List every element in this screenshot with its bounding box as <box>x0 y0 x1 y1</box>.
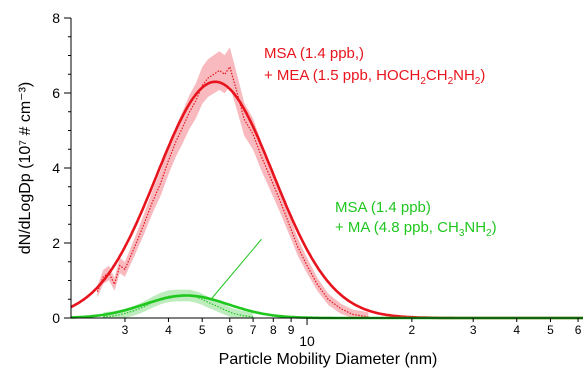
x-tick-label: 5 <box>547 323 554 337</box>
x-tick-label: 5 <box>199 323 206 337</box>
x-tick-label: 9 <box>288 323 295 337</box>
x-tick-label: 6 <box>575 323 582 337</box>
annotation-mea-line1: MSA (1.4 ppb,) <box>264 45 364 62</box>
fit-curve-mea <box>70 80 583 320</box>
annotation-subscript: 2 <box>486 228 492 239</box>
x-tick-label: 10 <box>299 333 315 349</box>
measured-lines <box>96 65 369 318</box>
x-tick-label: 6 <box>226 323 233 337</box>
y-tick-label: 6 <box>52 85 60 101</box>
fit-curves <box>70 80 583 320</box>
annotation-pointer-ma <box>210 238 262 300</box>
annotation-text: NH <box>464 219 486 236</box>
measured-line-mea <box>96 65 369 318</box>
annotation-text: CH <box>426 67 448 84</box>
annotation-text: + MA (4.8 ppb, CH <box>335 219 459 236</box>
y-tick-label: 2 <box>52 235 60 251</box>
annotation-ma-line2: + MA (4.8 ppb, CH3NH2) <box>335 219 497 239</box>
x-tick-label: 8 <box>270 323 277 337</box>
y-tick-label: 4 <box>52 160 60 176</box>
x-tick-label: 4 <box>513 323 520 337</box>
uncertainty-bands <box>97 47 369 318</box>
annotation-subscript: 2 <box>475 76 481 87</box>
annotation-text: ) <box>492 219 497 236</box>
annotation-text: NH <box>453 67 475 84</box>
y-axis-title: dN/dLogDp (10⁷ # cm⁻³) <box>17 82 34 255</box>
y-tick-label: 0 <box>52 310 60 326</box>
annotation-subscript: 2 <box>420 76 426 87</box>
x-tick-label: 2 <box>409 323 416 337</box>
x-axis-title: Particle Mobility Diameter (nm) <box>219 351 438 368</box>
annotation-text: + MEA (1.5 ppb, HOCH <box>264 67 420 84</box>
annotation-subscript: 2 <box>448 76 454 87</box>
x-tick-label: 7 <box>250 323 257 337</box>
y-tick-label: 8 <box>52 10 60 26</box>
annotation-mea-line2: + MEA (1.5 ppb, HOCH2CH2NH2) <box>264 67 485 87</box>
annotation-subscript: 3 <box>459 228 465 239</box>
annotations: MSA (1.4 ppb,)+ MEA (1.5 ppb, HOCH2CH2NH… <box>210 45 497 300</box>
band-mea <box>97 47 369 318</box>
annotation-text: ) <box>480 67 485 84</box>
x-tick-label: 3 <box>122 323 129 337</box>
annotation-ma-line1: MSA (1.4 ppb) <box>335 199 431 216</box>
x-tick-label: 3 <box>470 323 477 337</box>
x-tick-label: 4 <box>165 323 172 337</box>
band-ma <box>103 289 254 318</box>
